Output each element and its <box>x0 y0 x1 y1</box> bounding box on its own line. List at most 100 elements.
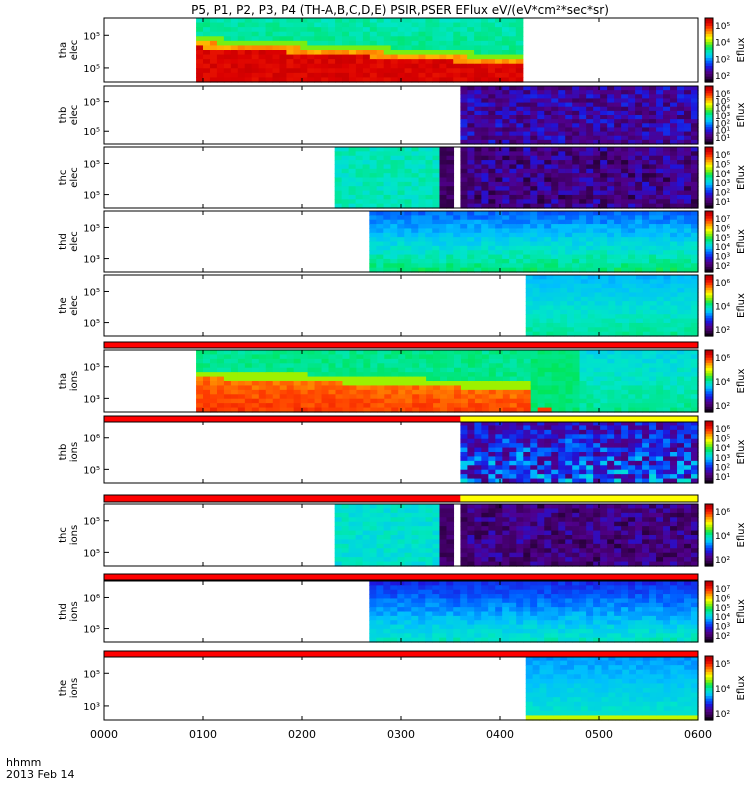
heatmap-cell <box>342 54 350 60</box>
heatmap-cell <box>586 151 594 157</box>
heatmap-cell <box>488 68 496 74</box>
heatmap-cell <box>537 90 545 95</box>
heatmap-cell <box>369 561 378 567</box>
heatmap-cell <box>348 504 357 510</box>
heatmap-cell <box>404 45 413 51</box>
heatmap-cell <box>579 86 587 91</box>
heatmap-cell <box>579 164 587 170</box>
heatmap-cell <box>467 115 475 120</box>
heatmap-cell <box>391 367 399 373</box>
heatmap-cell <box>516 465 524 471</box>
heatmap-cell <box>454 381 462 387</box>
heatmap-cell <box>663 127 671 133</box>
heatmap-cell <box>474 199 482 205</box>
heatmap-cell <box>663 429 671 435</box>
heatmap-cell <box>572 106 580 112</box>
heatmap-cell <box>663 283 672 289</box>
heatmap-cell <box>656 228 664 234</box>
heatmap-cell <box>544 407 553 413</box>
heatmap-cell <box>677 237 685 243</box>
heatmap-cell <box>614 250 622 256</box>
colorbar-swatch <box>705 218 713 222</box>
heatmap-cell <box>586 155 594 161</box>
heatmap-cell <box>258 367 267 373</box>
heatmap-cell <box>209 31 218 37</box>
heatmap-cell <box>363 350 371 356</box>
heatmap-cell <box>558 199 566 205</box>
heatmap-cell <box>677 372 685 378</box>
heatmap-cell <box>321 18 329 24</box>
heatmap-cell <box>663 425 671 431</box>
heatmap-cell <box>300 403 309 409</box>
heatmap-cell <box>355 508 364 514</box>
heatmap-cell <box>355 543 364 549</box>
heatmap-cell <box>370 381 378 387</box>
heatmap-cell <box>656 288 665 294</box>
heatmap-cell <box>614 127 622 133</box>
heatmap-cell <box>467 237 475 243</box>
heatmap-cell <box>502 203 510 209</box>
heatmap-cell <box>663 443 671 449</box>
heatmap-cell <box>642 186 650 192</box>
heatmap-cell <box>544 106 552 112</box>
heatmap-cell <box>237 394 246 400</box>
heatmap-cell <box>258 394 267 400</box>
heatmap-cell <box>334 190 343 196</box>
heatmap-cell <box>404 254 412 260</box>
heatmap-cell <box>572 376 581 382</box>
heatmap-cell <box>677 258 685 264</box>
heatmap-cell <box>670 358 678 364</box>
heatmap-cell <box>628 135 636 141</box>
heatmap-cell <box>572 232 580 238</box>
heatmap-cell <box>286 72 294 79</box>
heatmap-cell <box>265 63 274 69</box>
heatmap-cell <box>649 190 657 196</box>
heatmap-cell <box>656 106 664 112</box>
heatmap-cell <box>412 381 420 387</box>
heatmap-cell <box>391 363 399 369</box>
heatmap-cell <box>244 54 253 60</box>
heatmap-cell <box>572 381 581 387</box>
heatmap-cell <box>670 186 678 192</box>
heatmap-cell <box>502 381 511 387</box>
heatmap-cell <box>593 389 601 395</box>
heatmap-cell <box>321 398 330 404</box>
heatmap-cell <box>614 203 622 209</box>
heatmap-cell <box>621 127 629 133</box>
heatmap-cell <box>691 263 699 269</box>
heatmap-cell <box>467 267 475 273</box>
heatmap-cell <box>649 215 657 221</box>
heatmap-cell <box>621 164 629 170</box>
heatmap-cell <box>573 292 582 298</box>
heatmap-cell <box>677 127 685 133</box>
heatmap-cell <box>691 139 699 145</box>
heatmap-cell <box>509 237 517 243</box>
heatmap-cell <box>579 358 588 364</box>
heatmap-cell <box>600 258 608 264</box>
heatmap-cell <box>341 504 350 510</box>
heatmap-cell <box>467 86 475 91</box>
heatmap-cell <box>551 250 559 256</box>
heatmap-cell <box>272 40 281 47</box>
heatmap-cell <box>397 36 406 42</box>
heatmap-cell <box>453 232 461 238</box>
heatmap-cell <box>656 232 664 238</box>
heatmap-cell <box>628 106 636 112</box>
heatmap-cell <box>663 331 672 337</box>
heatmap-cell <box>237 36 246 42</box>
heatmap-cell <box>502 181 510 187</box>
heatmap-cell <box>677 407 685 413</box>
heatmap-cell <box>567 309 575 315</box>
heatmap-cell <box>495 94 503 100</box>
heatmap-cell <box>467 474 475 480</box>
heatmap-cell <box>558 131 566 137</box>
heatmap-cell <box>390 508 399 514</box>
heatmap-cell <box>684 237 692 243</box>
heatmap-cell <box>321 381 330 387</box>
heatmap-cell <box>369 18 378 24</box>
heatmap-cell <box>544 465 552 471</box>
heatmap-cell <box>460 358 469 364</box>
heatmap-cell <box>684 350 692 356</box>
heatmap-cell <box>405 376 413 382</box>
